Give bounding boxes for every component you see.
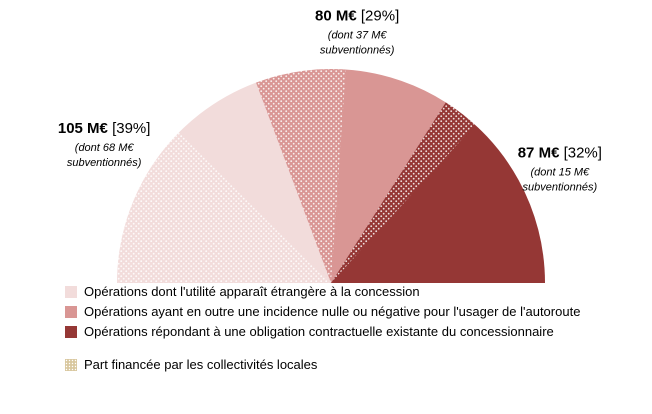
legend-label-obligation: Opérations répondant à une obligation co… bbox=[84, 324, 554, 339]
legend-swatch-obligation bbox=[65, 326, 77, 338]
slice-subsidized-obligation bbox=[331, 102, 476, 283]
data-label-nulle-negative: 80 M€ [29%] (dont 37 M€ subventionnés) bbox=[315, 7, 399, 56]
data-label-sub2-etrangere: subventionnés) bbox=[67, 157, 142, 169]
legend-swatch-collectivites bbox=[65, 359, 77, 371]
slice-subsidized-nulle-negative bbox=[256, 68, 346, 283]
legend-label-nulle-negative: Opérations ayant en outre une incidence … bbox=[84, 304, 581, 319]
hatched-swatch-icon bbox=[65, 359, 77, 371]
slice-subsidized-etrangere bbox=[117, 131, 331, 283]
data-label-value-obligation: 87 M€ [32%] bbox=[518, 144, 602, 161]
data-label-obligation: 87 M€ [32%] (dont 15 M€ subventionnés) bbox=[518, 144, 602, 193]
data-label-sub2-obligation: subventionnés) bbox=[523, 181, 598, 193]
data-label-sub2-nulle-negative: subventionnés) bbox=[320, 44, 395, 56]
data-label-value-nulle-negative: 80 M€ [29%] bbox=[315, 7, 399, 24]
legend-label-etrangere: Opérations dont l'utilité apparaît étran… bbox=[84, 284, 420, 299]
legend-label-collectivites: Part financée par les collectivités loca… bbox=[84, 357, 318, 372]
data-label-sub1-nulle-negative: (dont 37 M€ bbox=[328, 29, 388, 41]
data-label-etrangere: 105 M€ [39%] (dont 68 M€ subventionnés) bbox=[58, 120, 151, 169]
data-label-sub1-etrangere: (dont 68 M€ bbox=[75, 142, 135, 154]
data-label-value-etrangere: 105 M€ [39%] bbox=[58, 120, 151, 137]
half-donut-chart: 105 M€ [39%](dont 68 M€subventionnés)80 … bbox=[58, 7, 602, 283]
legend-swatch-etrangere bbox=[65, 286, 77, 298]
legend-swatch-nulle-negative bbox=[65, 306, 77, 318]
data-label-sub1-obligation: (dont 15 M€ bbox=[530, 166, 590, 178]
slice-obligation bbox=[331, 102, 545, 283]
